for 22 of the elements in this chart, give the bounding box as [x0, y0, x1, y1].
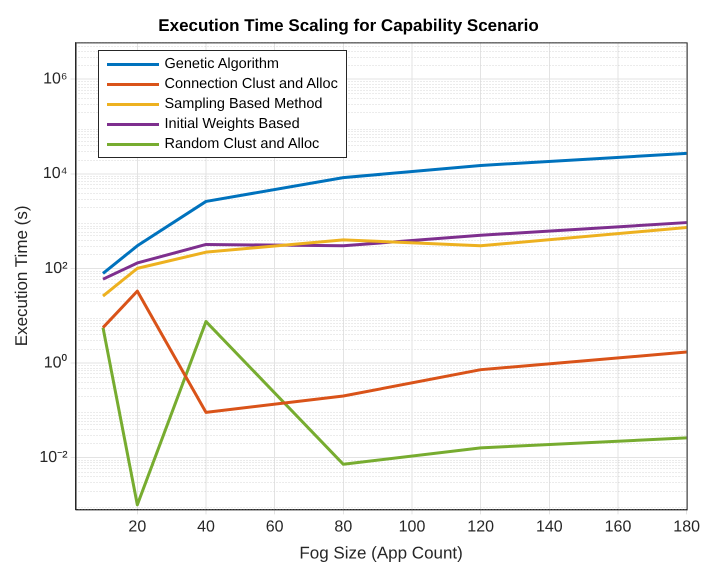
y-tick-label: 10⁰ [44, 353, 68, 372]
y-tick-label: 10⁶ [43, 70, 68, 88]
y-tick-label: 10⁴ [42, 165, 68, 182]
x-tick-label: 100 [398, 518, 426, 536]
legend-label: Connection Clust and Alloc [164, 76, 338, 92]
x-tick-label: 40 [197, 518, 215, 536]
y-tick-label: 10⁻² [39, 448, 68, 466]
x-axis-title: Fog Size (App Count) [299, 543, 463, 562]
x-tick-label: 180 [673, 518, 700, 536]
legend-label: Random Clust and Alloc [164, 136, 320, 152]
x-tick-label: 120 [467, 518, 494, 536]
y-axis-title: Execution Time (s) [12, 206, 31, 346]
y-tick-label: 10² [44, 260, 68, 277]
x-tick-label: 80 [334, 518, 352, 536]
chart-title: Execution Time Scaling for Capability Scenario [158, 16, 539, 35]
legend-label: Sampling Based Method [164, 96, 323, 112]
legend-label: Genetic Algorithm [164, 56, 279, 72]
x-tick-label: 160 [604, 518, 632, 536]
x-tick-label: 20 [128, 518, 146, 536]
x-tick-label: 60 [266, 518, 284, 536]
legend-label: Initial Weights Based [164, 116, 300, 132]
x-tick-label: 140 [536, 518, 563, 536]
